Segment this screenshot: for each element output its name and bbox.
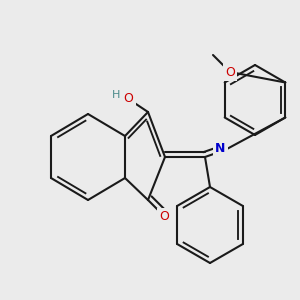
Text: O: O xyxy=(225,65,235,79)
Text: O: O xyxy=(124,92,134,105)
Text: H: H xyxy=(112,91,120,100)
Text: O: O xyxy=(160,210,170,223)
Text: N: N xyxy=(215,142,226,155)
